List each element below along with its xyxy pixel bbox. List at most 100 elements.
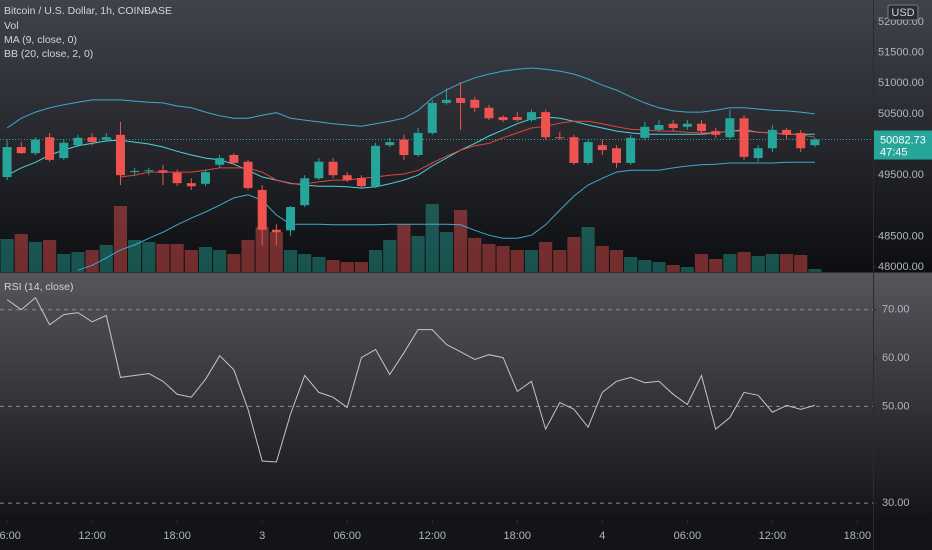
legend-bb: BB (20, close, 2, 0)	[4, 48, 93, 60]
volume-bar	[666, 265, 680, 272]
candle-body	[2, 147, 12, 178]
volume-bar	[609, 250, 624, 272]
candle-body	[215, 158, 225, 165]
candle-body	[101, 137, 111, 140]
volume-bar	[737, 252, 751, 272]
volume-bar	[510, 250, 524, 272]
x-tick-label: 3	[259, 530, 265, 542]
candle-body	[16, 147, 26, 154]
candle-body	[257, 189, 267, 230]
candle-body	[782, 129, 792, 135]
candle-body	[597, 145, 607, 151]
candle-body	[697, 123, 707, 132]
volume-bar	[425, 204, 439, 272]
candle-body	[243, 161, 253, 189]
candle-body	[59, 142, 69, 159]
x-tick-label: 18:00	[163, 530, 191, 542]
volume-bar	[694, 254, 709, 272]
time-axis	[0, 520, 932, 550]
x-tick-label: 12:00	[418, 530, 446, 542]
volume-bar	[794, 255, 808, 272]
candle-body	[526, 112, 536, 121]
volume-bar	[680, 267, 694, 272]
candle-body	[73, 137, 83, 146]
volume-bar	[553, 250, 567, 272]
volume-bar	[765, 254, 779, 272]
volume-bar	[298, 254, 312, 272]
y-tick-label: 49500.00	[878, 169, 924, 181]
volume-bar	[638, 260, 652, 272]
x-tick-label: 06:00	[674, 530, 702, 542]
candle-body	[172, 172, 182, 184]
volume-bar	[142, 242, 156, 272]
candle-body	[385, 142, 395, 146]
volume-bar	[468, 238, 482, 272]
candle-layer	[2, 82, 820, 246]
y-tick-label: 50500.00	[878, 108, 924, 120]
candle-body	[498, 117, 508, 121]
volume-bar	[99, 245, 113, 272]
bb-lower	[77, 161, 815, 271]
volume-bar	[751, 256, 765, 272]
candle-body	[668, 123, 678, 129]
candle-body	[725, 118, 735, 138]
volume-bar	[624, 257, 638, 272]
ma-line	[120, 120, 815, 185]
volume-bar	[57, 254, 71, 272]
volume-bar	[113, 206, 128, 272]
volume-bar	[312, 257, 326, 272]
candle-body	[611, 148, 621, 163]
candle-body	[626, 137, 636, 163]
rsi-title: RSI (14, close)	[4, 281, 73, 293]
rsi-line	[6, 296, 816, 463]
volume-bar	[71, 252, 85, 272]
chart-title: Bitcoin / U.S. Dollar, 1h, COINBASE	[4, 5, 172, 17]
volume-bar	[14, 234, 28, 272]
volume-bar	[85, 250, 99, 272]
y-tick-label: 70.00	[882, 304, 910, 316]
y-tick-label: 51500.00	[878, 47, 924, 59]
volume-bar	[184, 250, 198, 272]
volume-bar	[170, 244, 184, 272]
bb-basis	[6, 116, 815, 189]
volume-bar	[43, 240, 57, 272]
candle-body	[342, 175, 352, 181]
volume-bar	[198, 247, 213, 272]
volume-bar	[439, 232, 454, 272]
y-tick-label: 30.00	[882, 497, 910, 509]
x-tick-label: 12:00	[759, 530, 787, 542]
volume-bar	[213, 250, 227, 272]
candle-body	[456, 98, 466, 103]
volume-bar	[524, 250, 539, 272]
volume-bar	[482, 244, 496, 272]
volume-bar	[652, 262, 666, 272]
legend-ma: MA (9, close, 0)	[4, 34, 77, 46]
last-price-box	[874, 130, 932, 160]
rsi-pane	[0, 273, 932, 520]
candle-body	[399, 139, 409, 155]
volume-bar	[326, 260, 340, 272]
x-tick-label: 4	[599, 530, 605, 542]
volume-layer	[0, 204, 822, 272]
candle-body	[427, 102, 437, 133]
indicator-layer	[0, 67, 873, 271]
axis-layer: 52000.0051500.0051000.0050500.0049500.00…	[0, 4, 932, 542]
currency-box	[887, 4, 919, 21]
volume-bar	[383, 240, 397, 272]
candle-body	[144, 170, 154, 172]
candle-body	[87, 137, 97, 143]
y-tick-label: 48000.00	[878, 261, 924, 273]
volume-bar	[28, 242, 43, 272]
candle-body	[30, 139, 40, 154]
countdown: 47:45	[880, 146, 908, 158]
volume-bar	[779, 254, 794, 272]
candle-body	[356, 178, 366, 187]
candle-body	[200, 172, 210, 184]
y-tick-label: 51000.00	[878, 77, 924, 89]
volume-bar	[368, 250, 383, 272]
volume-bar	[808, 269, 822, 272]
candle-body	[45, 137, 55, 160]
volume-bar	[241, 240, 255, 272]
volume-bar	[581, 227, 595, 272]
